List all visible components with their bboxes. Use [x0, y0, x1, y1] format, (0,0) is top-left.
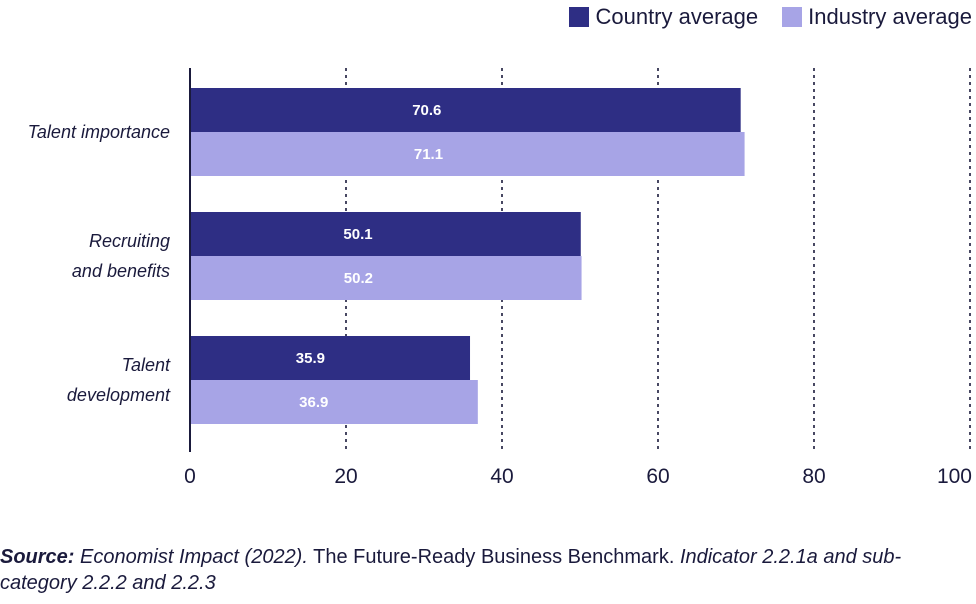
- category-label-1-1: and benefits: [72, 261, 170, 281]
- source-note: Source: Economist Impact (2022). The Fut…: [0, 544, 970, 596]
- bar-label-country-2: 35.9: [296, 350, 325, 367]
- x-tick-label-100: 100: [937, 465, 972, 488]
- bar-industry-1: [190, 256, 582, 300]
- source-citation: Economist Impact (2022).: [80, 546, 308, 568]
- legend-label-industry: Industry average: [808, 4, 972, 29]
- bar-label-industry-1: 50.2: [344, 270, 373, 287]
- legend-label-country: Country average: [595, 4, 759, 29]
- bar-industry-0: [190, 132, 745, 176]
- x-tick-label-0: 0: [184, 465, 196, 488]
- bar-country-2: [190, 336, 471, 380]
- bar-label-industry-2: 36.9: [299, 394, 328, 411]
- legend-item-industry: Industry average: [782, 4, 972, 30]
- bar-chart: 70.6 50.1 35.9 71.1 50.2 36.9 Talent importanc…: [28, 68, 972, 488]
- legend-item-country: Country average: [569, 4, 758, 30]
- bar-label-industry-0: 71.1: [414, 146, 443, 163]
- x-tick-label-40: 40: [490, 465, 513, 488]
- category-label-0-0: Talent importance: [28, 122, 170, 142]
- x-tick-label-20: 20: [334, 465, 357, 488]
- source-title: The Future-Ready Business Benchmark.: [307, 546, 680, 568]
- source-label: Source:: [0, 546, 75, 568]
- bar-industry-2: [190, 380, 478, 424]
- bar-country-1: [190, 212, 581, 256]
- bar-country-0: [190, 88, 741, 132]
- legend-swatch-country: [569, 7, 590, 27]
- source-indicator: Indicator 2.2.1a and sub-category 2.2.2 …: [0, 546, 902, 594]
- chart-legend: Country average Industry average: [569, 4, 972, 30]
- x-tick-label-60: 60: [646, 465, 669, 488]
- x-tick-label-80: 80: [802, 465, 825, 488]
- category-label-2-0: Talent: [122, 355, 171, 375]
- bar-label-country-0: 70.6: [412, 102, 441, 119]
- category-label-2-1: development: [67, 385, 171, 405]
- category-label-1-0: Recruiting: [89, 231, 170, 251]
- legend-swatch-industry: [782, 7, 803, 27]
- bar-label-country-1: 50.1: [343, 226, 372, 243]
